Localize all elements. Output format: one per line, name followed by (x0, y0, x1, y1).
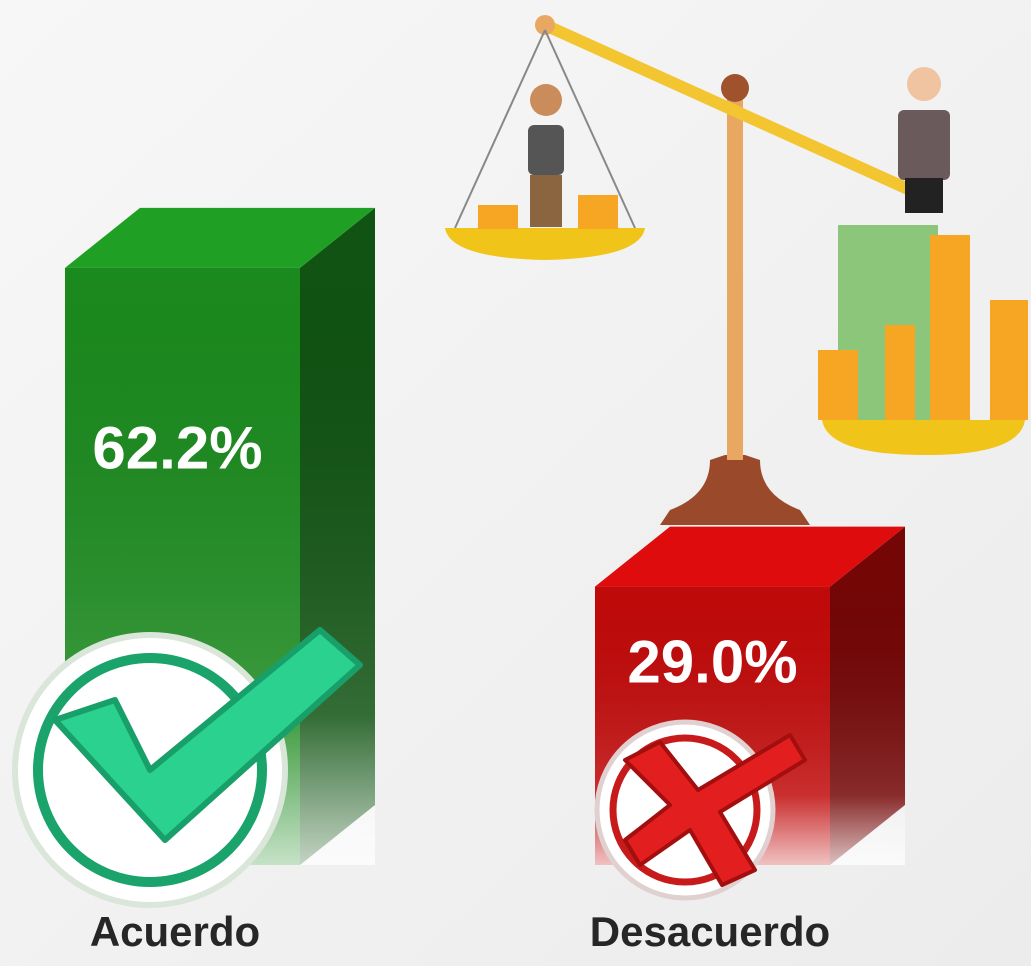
category-label: Acuerdo (90, 908, 260, 955)
value-label: 29.0% (627, 628, 797, 695)
value-label: 62.2% (92, 415, 262, 482)
chart: 62.2% Acuerdo 29.0% Desacuerdo (0, 0, 1031, 966)
category-label: Desacuerdo (590, 908, 830, 955)
